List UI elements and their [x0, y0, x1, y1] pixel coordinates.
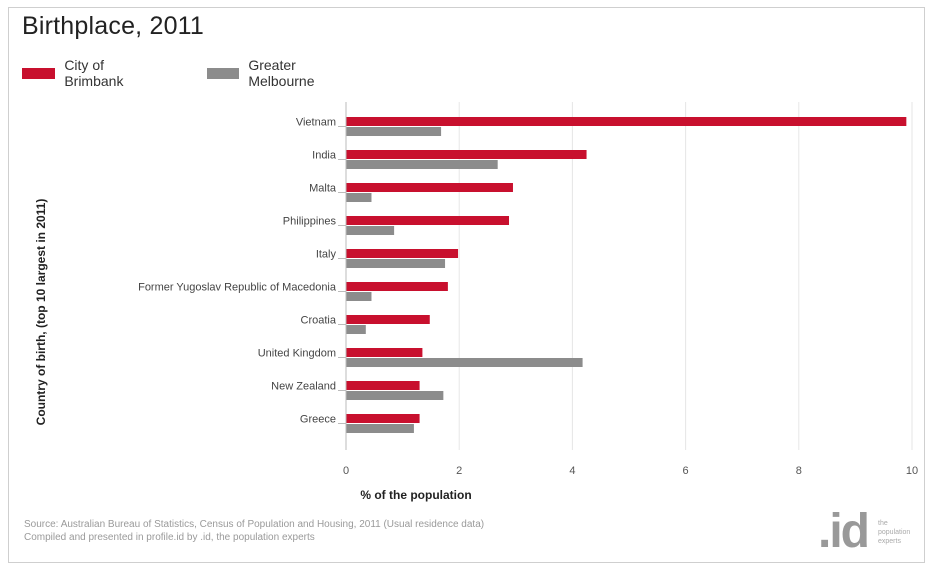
id-logo: .id the population experts — [818, 505, 918, 560]
bar-melbourne-7 — [346, 358, 583, 367]
bar-chart: 0 2 4 6 8 10 Vietnam India Malta Philippines Italy… — [34, 102, 918, 502]
x-tick-label-1: 2 — [456, 465, 462, 477]
id-logo-mark: .id — [818, 505, 870, 558]
legend-swatch-brimbank — [22, 67, 56, 79]
x-tick-label-2: 4 — [569, 465, 575, 477]
bar-melbourne-6 — [346, 325, 366, 334]
x-tick-label-5: 10 — [906, 465, 918, 477]
source-note: Source: Australian Bureau of Statistics,… — [24, 518, 484, 544]
bar-brimbank-7 — [346, 348, 423, 357]
bar-brimbank-1 — [346, 150, 587, 159]
bar-melbourne-0 — [346, 127, 442, 136]
bar-melbourne-2 — [346, 193, 372, 202]
legend-swatch-melbourne — [207, 67, 240, 79]
source-line-1: Source: Australian Bureau of Statistics,… — [24, 519, 485, 530]
category-label-0: Vietnam — [296, 117, 336, 129]
bar-melbourne-5 — [346, 292, 372, 301]
bar-brimbank-4 — [346, 249, 459, 258]
bar-melbourne-4 — [346, 259, 446, 268]
chart-frame — [8, 7, 925, 563]
bar-melbourne-8 — [346, 391, 444, 400]
category-label-7: United Kingdom — [258, 348, 336, 360]
bar-brimbank-9 — [346, 414, 420, 423]
chart-title: Birthplace, 2011 — [22, 12, 205, 40]
bar-brimbank-3 — [346, 216, 510, 225]
bar-brimbank-2 — [346, 183, 513, 192]
category-label-5: Former Yugoslav Republic of Macedonia — [138, 282, 337, 294]
y-axis-title: Country of birth, (top 10 largest in 201… — [34, 199, 48, 426]
bar-brimbank-8 — [346, 381, 420, 390]
x-axis-title: % of the population — [360, 488, 471, 502]
legend-item-melbourne: Greater Melbourne — [207, 57, 329, 89]
bar-brimbank-5 — [346, 282, 448, 291]
category-label-6: Croatia — [301, 315, 337, 327]
id-logo-tagline: the population experts — [878, 520, 911, 545]
legend-item-brimbank: City of Brimbank — [22, 57, 137, 89]
bar-brimbank-6 — [346, 315, 430, 324]
source-line-2: Compiled and presented in profile.id by … — [24, 532, 315, 543]
category-label-4: Italy — [316, 249, 337, 261]
bar-melbourne-9 — [346, 424, 414, 433]
category-label-1: India — [312, 150, 337, 162]
x-tick-label-4: 8 — [796, 465, 802, 477]
legend-label-melbourne: Greater Melbourne — [248, 57, 315, 89]
legend-label-brimbank: City of Brimbank — [64, 57, 124, 89]
category-label-8: New Zealand — [271, 381, 336, 393]
bar-brimbank-0 — [346, 117, 907, 126]
category-label-2: Malta — [309, 183, 337, 195]
x-tick-label-3: 6 — [683, 465, 689, 477]
category-label-3: Philippines — [283, 216, 337, 228]
category-label-9: Greece — [300, 414, 336, 426]
bar-melbourne-3 — [346, 226, 395, 235]
bar-melbourne-1 — [346, 160, 498, 169]
x-tick-label-0: 0 — [343, 465, 349, 477]
